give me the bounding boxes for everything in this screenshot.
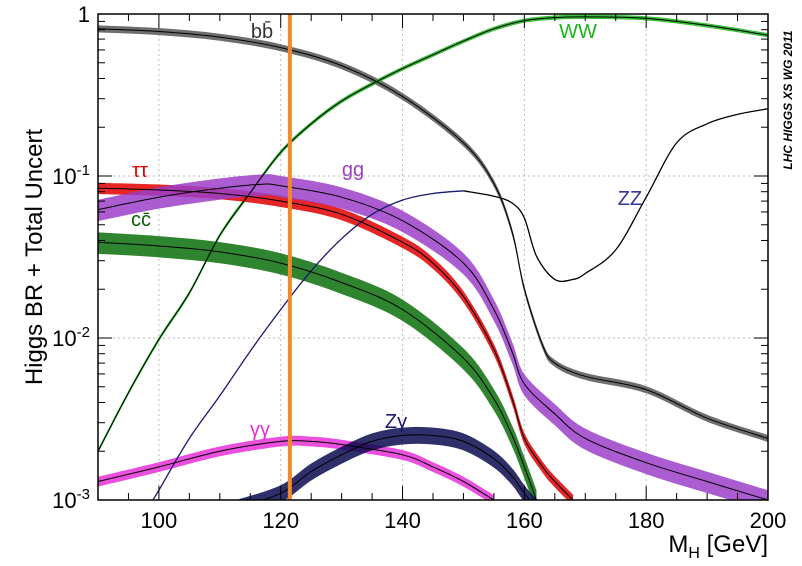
uncertainty-bands: [98, 14, 768, 500]
y-tick-label: 10-3: [52, 486, 90, 513]
series-line-4: [98, 187, 574, 500]
x-axis-title: MH [GeV]: [668, 531, 768, 562]
band-7: [98, 435, 494, 500]
x-axis-title-unit: [GeV]: [700, 531, 768, 558]
y-tick-base: 10: [52, 326, 76, 351]
series-line-3: [152, 190, 464, 500]
x-tick-label: 200: [750, 508, 787, 533]
x-axis-title-main: M: [668, 531, 688, 558]
series-label-cc-: cc̄: [131, 209, 151, 231]
y-axis-title: Higgs BR + Total Uncert: [21, 129, 48, 386]
series-label--: ττ: [132, 160, 148, 182]
series-label-gg: gg: [342, 159, 364, 181]
band-8: [238, 426, 537, 500]
y-tick-label: 10-1: [52, 162, 90, 189]
series-label-z-: Zγ: [385, 411, 407, 433]
x-tick-label: 100: [141, 508, 178, 533]
series-label--: γγ: [250, 419, 270, 441]
y-tick-exponent: -2: [77, 324, 90, 341]
series-line-5: [98, 183, 768, 500]
x-tick-label: 140: [384, 508, 421, 533]
series-line-1: [98, 16, 768, 452]
series-line-0: [98, 28, 768, 439]
series-label-zz: ZZ: [618, 188, 642, 210]
series-line-6: [98, 241, 537, 500]
series-labels: bb̄ WW ττ gg cc̄ ZZ γγ Zγ: [131, 20, 642, 441]
series-line-8: [261, 434, 531, 500]
series-line-7: [98, 440, 495, 500]
series-line-2: [463, 108, 768, 283]
x-axis-title-sub: H: [688, 545, 700, 562]
y-tick-base: 10: [52, 488, 76, 513]
y-tick-exponent: -3: [77, 486, 90, 503]
x-tick-label: 160: [506, 508, 543, 533]
series-label-bb-: bb̄: [251, 20, 273, 43]
y-tick-exponent: -1: [77, 162, 90, 179]
series-label-ww: WW: [559, 21, 597, 43]
x-tick-label: 120: [262, 508, 299, 533]
x-tick-label: 180: [628, 508, 665, 533]
y-tick-base: 10: [52, 164, 76, 189]
axis-ticks: [97, 14, 769, 501]
y-tick-label: 10-2: [52, 324, 90, 351]
watermark: LHC HIGGS XS WG 2011: [781, 30, 795, 169]
y-tick-label: 1: [78, 2, 90, 27]
y-tick-base: 1: [78, 2, 90, 27]
series-lines: [98, 16, 768, 500]
